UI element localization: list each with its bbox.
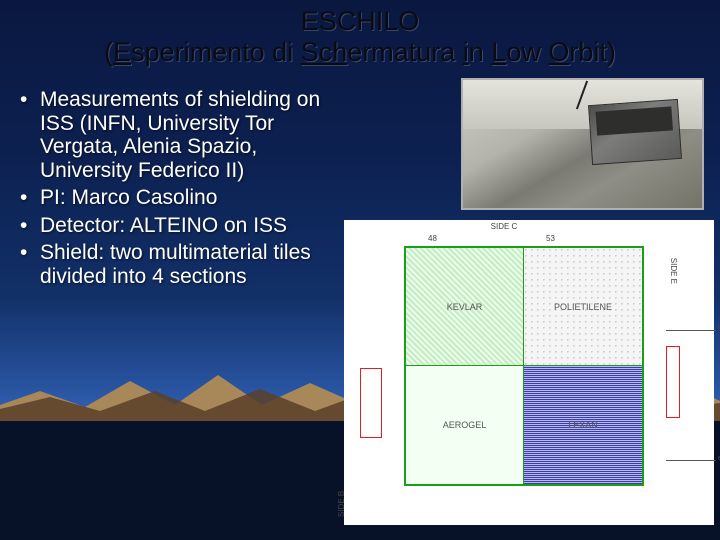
diagram-side-b-label: SIDE B (337, 491, 346, 517)
diagram-side-e-label: SIDE E (669, 258, 678, 284)
slide-title: ESCHILO (Esperimento di Schermatura in L… (0, 0, 720, 70)
bullet-item: Shield: two multimaterial tiles divided … (20, 241, 340, 288)
diagram-side-c-label: SIDE C (344, 222, 664, 231)
diagram-quadrant-polietilene: POLIETILENE (524, 248, 642, 366)
iss-equipment-photo (461, 78, 704, 210)
diagram-leader-foro (666, 330, 716, 331)
photo-device (588, 99, 682, 165)
title-line2: (Esperimento di Schermatura in Low Orbit… (104, 37, 616, 67)
diagram-tile-grid: KEVLAR POLIETILENE AEROGEL LEXAN (404, 246, 644, 486)
slide-container: ESCHILO (Esperimento di Schermatura in L… (0, 0, 720, 540)
bullet-item: Detector: ALTEINO on ISS (20, 214, 340, 238)
bullet-item: Measurements of shielding on ISS (INFN, … (20, 88, 340, 182)
diagram-quadrant-kevlar: KEVLAR (406, 248, 524, 366)
diagram-red-bar-right (666, 346, 680, 418)
bullet-list: Measurements of shielding on ISS (INFN, … (20, 88, 340, 288)
diagram-leader-elastico (666, 460, 716, 461)
bullet-item: PI: Marco Casolino (20, 186, 340, 210)
shield-tiles-diagram: SIDE C 48 53 SIDE E SIDE B KEVLAR POLIET… (344, 220, 714, 525)
diagram-red-bar-left (360, 368, 382, 438)
diagram-dim-53: 53 (546, 234, 555, 243)
diagram-quadrant-lexan: LEXAN (524, 366, 642, 484)
diagram-quadrant-aerogel: AEROGEL (406, 366, 524, 484)
diagram-dim-48: 48 (428, 234, 437, 243)
title-line1: ESCHILO (301, 6, 420, 36)
